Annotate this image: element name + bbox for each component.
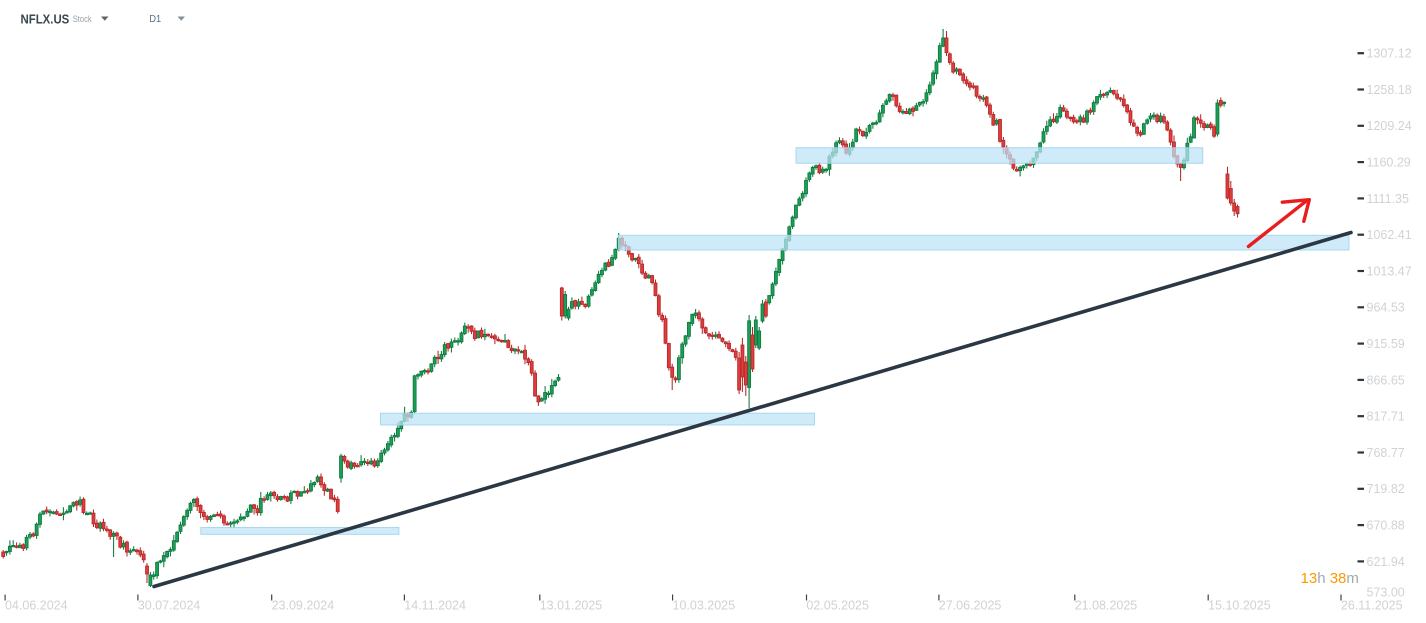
svg-text:NFLX.US: NFLX.US bbox=[21, 11, 70, 26]
svg-text:30.07.2024: 30.07.2024 bbox=[138, 599, 201, 613]
svg-text:02.05.2025: 02.05.2025 bbox=[806, 599, 869, 613]
svg-text:1209.24: 1209.24 bbox=[1367, 119, 1412, 133]
svg-text:964.53: 964.53 bbox=[1367, 301, 1405, 315]
svg-text:719.82: 719.82 bbox=[1367, 482, 1405, 496]
svg-text:27.06.2025: 27.06.2025 bbox=[939, 599, 1002, 613]
svg-text:621.94: 621.94 bbox=[1367, 555, 1405, 569]
svg-text:915.59: 915.59 bbox=[1367, 337, 1405, 351]
svg-text:1062.41: 1062.41 bbox=[1367, 228, 1412, 242]
svg-text:21.08.2025: 21.08.2025 bbox=[1075, 599, 1138, 613]
svg-text:13h 38m: 13h 38m bbox=[1301, 570, 1359, 587]
svg-text:Stock: Stock bbox=[73, 14, 92, 24]
svg-text:1258.18: 1258.18 bbox=[1367, 83, 1412, 97]
svg-text:26.11.2025: 26.11.2025 bbox=[1341, 599, 1403, 613]
svg-text:1160.29: 1160.29 bbox=[1367, 156, 1411, 170]
svg-text:13.01.2025: 13.01.2025 bbox=[540, 599, 603, 613]
svg-text:10.03.2025: 10.03.2025 bbox=[673, 599, 736, 613]
svg-text:670.88: 670.88 bbox=[1367, 519, 1405, 533]
svg-text:1111.35: 1111.35 bbox=[1367, 192, 1409, 206]
svg-text:573.00: 573.00 bbox=[1367, 585, 1405, 599]
svg-text:866.65: 866.65 bbox=[1367, 373, 1405, 387]
svg-text:1307.12: 1307.12 bbox=[1367, 47, 1412, 61]
svg-text:04.06.2024: 04.06.2024 bbox=[5, 599, 68, 613]
svg-text:15.10.2025: 15.10.2025 bbox=[1208, 599, 1271, 613]
svg-text:14.11.2024: 14.11.2024 bbox=[404, 599, 466, 613]
svg-text:817.71: 817.71 bbox=[1367, 410, 1405, 424]
svg-text:1013.47: 1013.47 bbox=[1367, 264, 1412, 278]
svg-text:768.77: 768.77 bbox=[1367, 446, 1405, 460]
svg-text:D1: D1 bbox=[149, 13, 161, 25]
svg-text:23.09.2024: 23.09.2024 bbox=[272, 599, 335, 613]
